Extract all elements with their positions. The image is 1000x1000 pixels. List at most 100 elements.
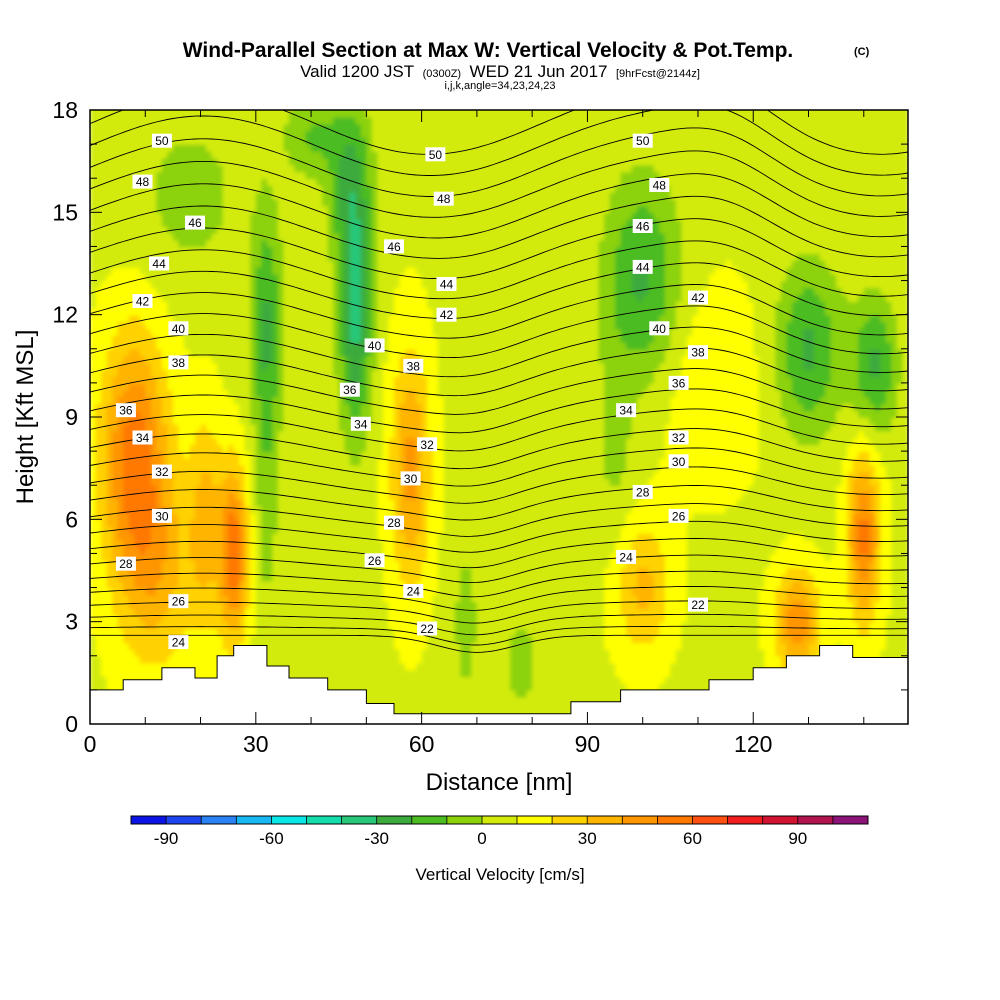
velocity-cell (382, 253, 390, 261)
velocity-cell (322, 498, 329, 507)
velocity-cell (311, 130, 318, 139)
velocity-cell (211, 205, 218, 214)
velocity-cell (305, 110, 312, 118)
velocity-cell (117, 526, 124, 534)
velocity-cell (360, 232, 368, 241)
velocity-cell (139, 498, 147, 507)
velocity-cell (338, 621, 346, 630)
velocity-cell (222, 219, 229, 227)
velocity-cell (145, 423, 152, 432)
velocity-cell (90, 505, 97, 514)
velocity-cell (272, 328, 279, 336)
velocity-cell (283, 430, 290, 439)
velocity-cell (333, 314, 340, 323)
velocity-cell (222, 580, 229, 589)
velocity-cell (117, 683, 124, 691)
velocity-cell (239, 307, 246, 316)
velocity-cell (239, 464, 246, 473)
velocity-cell (112, 642, 119, 650)
velocity-cell (239, 512, 246, 521)
velocity-cell (139, 628, 147, 637)
velocity-cell (349, 512, 357, 521)
velocity-cell (333, 389, 340, 398)
velocity-cell (172, 573, 180, 582)
velocity-cell (371, 232, 379, 241)
velocity-cell (134, 355, 141, 364)
velocity-cell (95, 198, 102, 207)
velocity-cell (189, 110, 196, 118)
velocity-cell (371, 417, 379, 425)
velocity-cell (311, 655, 318, 664)
velocity-cell (272, 430, 279, 439)
velocity-cell (161, 198, 169, 207)
velocity-cell (217, 478, 224, 487)
velocity-cell (195, 348, 202, 357)
velocity-cell (206, 478, 213, 487)
velocity-cell (244, 287, 252, 295)
velocity-cell (178, 225, 185, 234)
velocity-cell (377, 505, 384, 514)
velocity-cell (371, 512, 379, 521)
velocity-cell (300, 225, 307, 234)
velocity-cell (228, 321, 235, 330)
velocity-cell (300, 444, 307, 452)
velocity-cell (228, 348, 235, 357)
velocity-cell (90, 526, 97, 534)
velocity-cell (338, 464, 346, 473)
velocity-cell (112, 260, 119, 268)
velocity-cell (134, 485, 141, 493)
velocity-cell (283, 287, 290, 295)
velocity-cell (195, 144, 202, 152)
velocity-cell (189, 498, 196, 507)
velocity-cell (233, 307, 241, 316)
velocity-cell (200, 478, 207, 487)
velocity-cell (327, 307, 334, 316)
velocity-cell (134, 410, 141, 418)
velocity-cell (145, 205, 152, 214)
velocity-cell (178, 260, 185, 268)
velocity-cell (183, 648, 191, 657)
velocity-cell (217, 560, 224, 568)
velocity-cell (123, 389, 130, 398)
velocity-cell (172, 471, 180, 480)
velocity-cell (288, 260, 296, 268)
velocity-cell (178, 608, 185, 616)
velocity-cell (344, 301, 351, 309)
velocity-cell (150, 573, 158, 582)
velocity-cell (366, 546, 373, 555)
velocity-cell (123, 669, 130, 678)
velocity-cell (239, 369, 246, 377)
velocity-cell (283, 191, 290, 200)
velocity-cell (366, 526, 373, 534)
velocity-cell (139, 362, 147, 371)
velocity-cell (388, 307, 395, 316)
velocity-cell (161, 560, 169, 568)
velocity-cell (288, 608, 296, 616)
velocity-cell (382, 478, 390, 487)
velocity-cell (388, 341, 395, 350)
velocity-cell (272, 621, 279, 630)
velocity-cell (327, 389, 334, 398)
velocity-cell (101, 437, 108, 446)
velocity-cell (95, 417, 102, 425)
velocity-cell (388, 492, 395, 500)
velocity-cell (294, 260, 301, 268)
velocity-cell (178, 157, 185, 166)
velocity-cell (349, 662, 357, 671)
velocity-cell (300, 628, 307, 637)
velocity-cell (255, 150, 263, 159)
velocity-cell (300, 519, 307, 527)
velocity-cell (244, 116, 252, 125)
velocity-cell (294, 150, 301, 159)
velocity-cell (272, 164, 279, 173)
velocity-cell (366, 266, 373, 275)
velocity-cell (233, 594, 241, 602)
velocity-cell (272, 457, 279, 466)
velocity-cell (183, 437, 191, 446)
velocity-cell (344, 110, 351, 118)
velocity-cell (371, 116, 379, 125)
velocity-cell (322, 307, 329, 316)
velocity-cell (327, 417, 334, 425)
velocity-cell (366, 205, 373, 214)
velocity-cell (145, 417, 152, 425)
